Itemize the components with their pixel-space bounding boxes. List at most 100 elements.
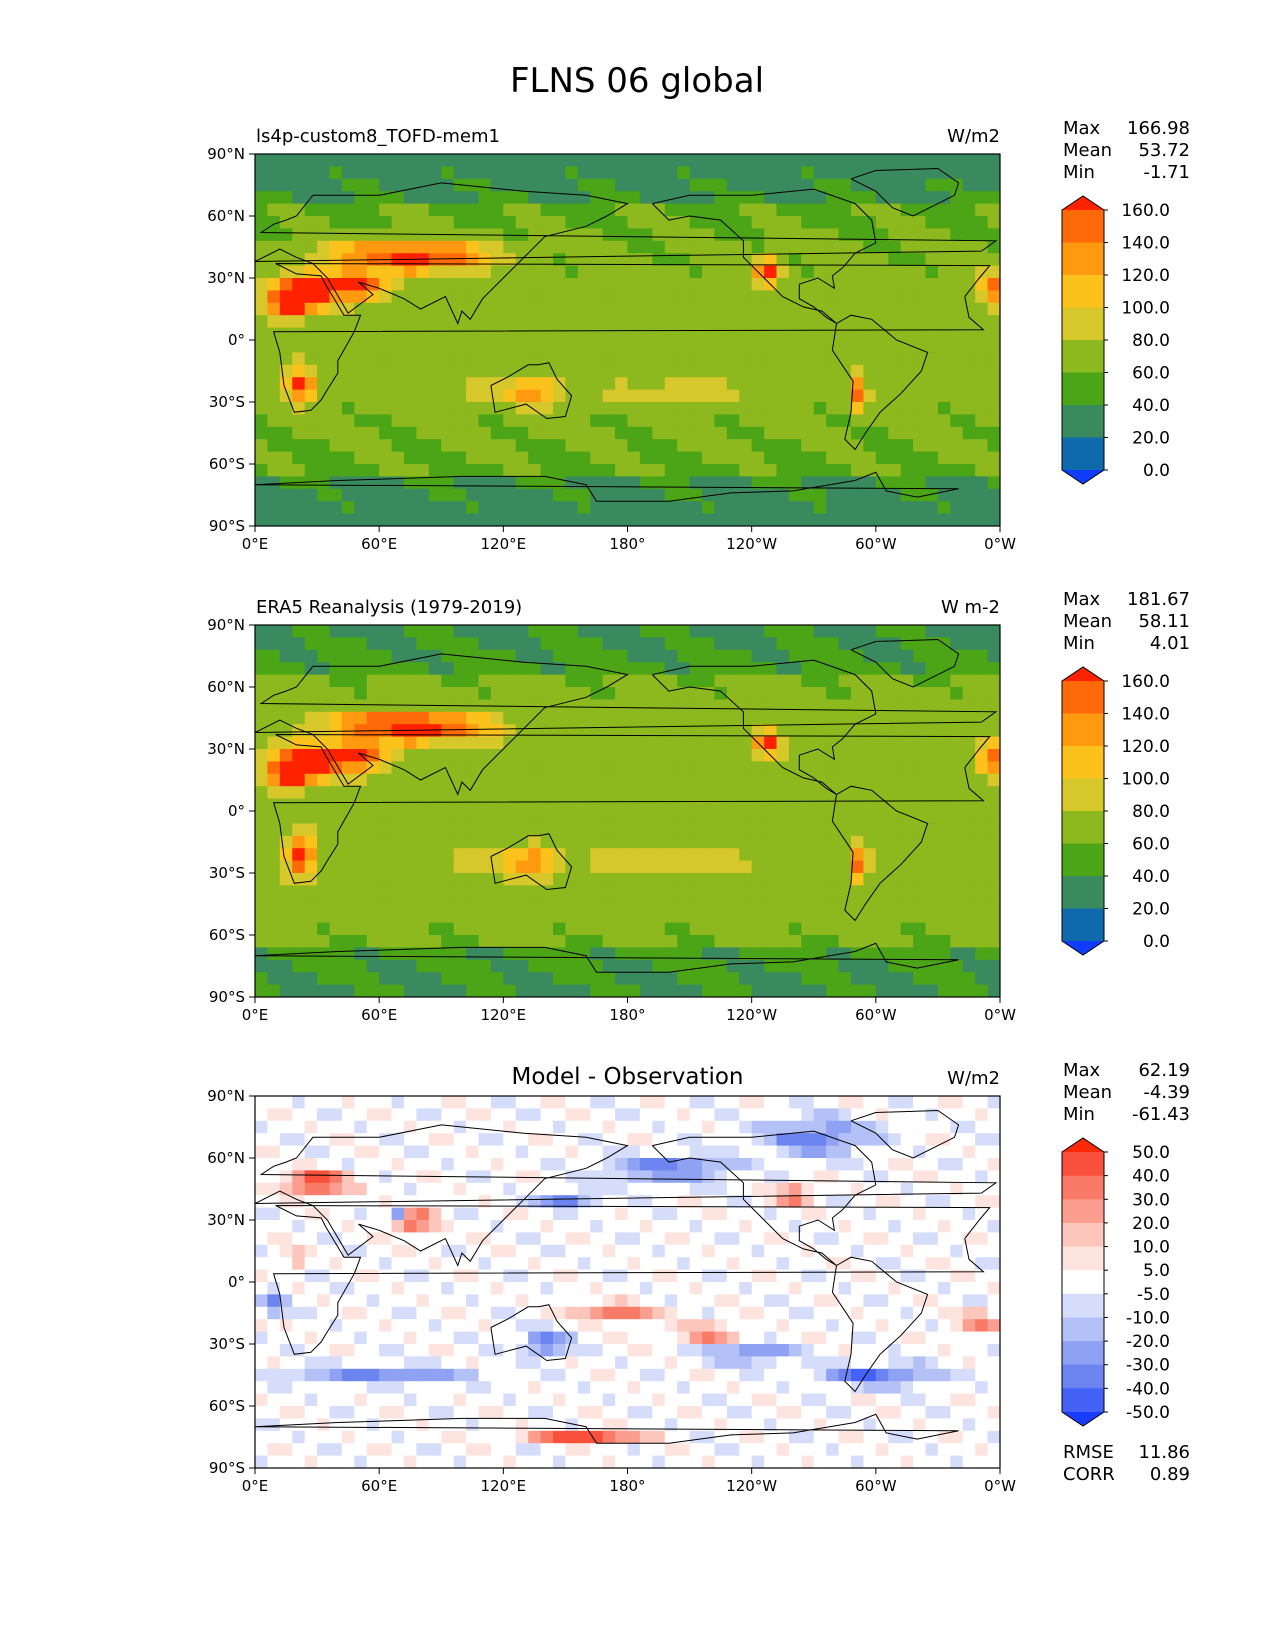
colorbar-label: 80.0 bbox=[1132, 331, 1170, 351]
coastline-australia bbox=[490, 833, 573, 891]
colorbar: 50.0 40.0 30.0 20.0 10.0 5.0 -5.0 -10.0 -20.0 -30… bbox=[1061, 1137, 1170, 1427]
colorbar-label: -50.0 bbox=[1126, 1403, 1170, 1423]
lon-tick-label: 60°E bbox=[361, 535, 397, 553]
units-label: W/m2 bbox=[947, 126, 1000, 147]
coastline-samerica bbox=[831, 785, 929, 922]
lat-tick-label: 30°S bbox=[209, 864, 245, 882]
colorbar-label: 140.0 bbox=[1121, 705, 1170, 725]
stat-value: -61.43 bbox=[1132, 1104, 1190, 1125]
colorbar-segment bbox=[1062, 275, 1104, 308]
colorbar-label: -5.0 bbox=[1137, 1285, 1170, 1305]
colorbar-segment bbox=[1062, 210, 1104, 243]
colorbar-label: 10.0 bbox=[1132, 1238, 1170, 1258]
stat-value: 181.67 bbox=[1127, 589, 1190, 610]
colorbar-extend-bottom bbox=[1062, 470, 1104, 484]
panel-title: ls4p-custom8_TOFD-mem1 bbox=[256, 126, 500, 147]
colorbar-segment bbox=[1062, 340, 1104, 373]
lat-tick-label: 30°N bbox=[207, 269, 245, 287]
colorbar-segment bbox=[1062, 778, 1104, 812]
lat-tick-label: 90°S bbox=[209, 1459, 245, 1477]
coastline-africa bbox=[272, 1205, 991, 1355]
colorbar-segment bbox=[1062, 1246, 1104, 1271]
colorbar-segment bbox=[1062, 1341, 1104, 1366]
units-label: W/m2 bbox=[947, 1068, 1000, 1089]
lon-tick-label: 60°E bbox=[361, 1006, 397, 1024]
lat-tick-label: 60°S bbox=[209, 1397, 245, 1415]
colorbar-segment bbox=[1062, 372, 1104, 406]
coastlines bbox=[255, 638, 998, 973]
colorbar-label: 50.0 bbox=[1132, 1143, 1170, 1163]
colorbar-segment bbox=[1062, 1222, 1104, 1248]
lon-tick-label: 0°E bbox=[242, 1006, 269, 1024]
colorbar-segment bbox=[1062, 1293, 1104, 1318]
stat-value: -1.71 bbox=[1143, 162, 1190, 183]
lat-tick-label: 90°S bbox=[209, 988, 245, 1006]
colorbar-label: 20.0 bbox=[1132, 900, 1170, 920]
figure-title: FLNS 06 global bbox=[510, 61, 764, 101]
colorbar-label: -10.0 bbox=[1126, 1308, 1170, 1328]
colorbar-label: 60.0 bbox=[1132, 835, 1170, 855]
colorbar-segment bbox=[1062, 1270, 1104, 1295]
lon-tick-label: 180° bbox=[609, 1477, 645, 1495]
colorbar-segment bbox=[1062, 1199, 1104, 1224]
colorbar-label: 40.0 bbox=[1132, 396, 1170, 416]
stat-label: Min bbox=[1063, 1104, 1095, 1125]
lat-tick-label: 60°S bbox=[209, 926, 245, 944]
colorbar-label: 80.0 bbox=[1132, 802, 1170, 822]
coastline-australia bbox=[490, 1304, 573, 1362]
colorbar-label: 120.0 bbox=[1121, 737, 1170, 757]
colorbar-label: 40.0 bbox=[1132, 1167, 1170, 1187]
coastline-australia bbox=[490, 362, 573, 420]
colorbar-label: 100.0 bbox=[1121, 770, 1170, 790]
footer-stat-label: RMSE bbox=[1063, 1442, 1114, 1463]
lon-tick-label: 60°W bbox=[855, 1006, 897, 1024]
colorbar-label: 140.0 bbox=[1121, 234, 1170, 254]
colorbar-segment bbox=[1062, 811, 1104, 844]
coastline-namerica bbox=[651, 1130, 877, 1266]
colorbar-label: 30.0 bbox=[1132, 1190, 1170, 1210]
lat-tick-label: 30°S bbox=[209, 1335, 245, 1353]
stat-value: 166.98 bbox=[1127, 118, 1190, 139]
colorbar-segment bbox=[1062, 746, 1104, 779]
colorbar-label: 120.0 bbox=[1121, 266, 1170, 286]
colorbar-extend-bottom bbox=[1062, 941, 1104, 955]
lat-tick-label: 0° bbox=[228, 331, 245, 349]
lat-tick-label: 90°S bbox=[209, 517, 245, 535]
lat-tick-label: 60°N bbox=[207, 678, 245, 696]
colorbar-extend-top bbox=[1062, 196, 1104, 210]
colorbar-label: -40.0 bbox=[1126, 1379, 1170, 1399]
lon-tick-label: 120°E bbox=[481, 1477, 527, 1495]
stat-value: 53.72 bbox=[1138, 140, 1190, 161]
coastline-namerica bbox=[651, 659, 877, 795]
lon-tick-label: 0°W bbox=[984, 535, 1016, 553]
panels: 90°N60°N30°N0°30°S60°S90°S0°E 60°E 120°E 18… bbox=[207, 118, 1190, 1495]
lon-tick-label: 180° bbox=[609, 535, 645, 553]
colorbar-label: 160.0 bbox=[1121, 201, 1170, 221]
stat-label: Max bbox=[1063, 1060, 1101, 1081]
field-contours bbox=[255, 625, 1000, 997]
colorbar-label: 0.0 bbox=[1143, 932, 1170, 952]
colorbar-segment bbox=[1062, 1364, 1104, 1389]
lat-tick-label: 90°N bbox=[207, 1087, 245, 1105]
colorbar-segment bbox=[1062, 1317, 1104, 1342]
colorbar-label: 20.0 bbox=[1132, 429, 1170, 449]
map-panel-3: 90°N 60°N 30°N 0° 30°S 60°S 90°S0°E 60°E 120°E 18… bbox=[207, 1060, 1190, 1495]
lat-tick-label: 90°N bbox=[207, 616, 245, 634]
lon-tick-label: 120°E bbox=[481, 1006, 527, 1024]
lon-tick-label: 60°E bbox=[361, 1477, 397, 1495]
stat-label: Min bbox=[1063, 633, 1095, 654]
lat-tick-label: 90°N bbox=[207, 145, 245, 163]
lon-tick-label: 120°W bbox=[726, 1006, 777, 1024]
coastline-samerica bbox=[831, 314, 929, 451]
lon-tick-label: 0°W bbox=[984, 1477, 1016, 1495]
colorbar: 160.0 140.0 120.0 100.0 80.0 60.0 40.0 20.0 0.0 bbox=[1061, 666, 1170, 956]
lon-tick-label: 0°E bbox=[242, 535, 269, 553]
footer-stat-value: 0.89 bbox=[1150, 1464, 1190, 1485]
map-panel-2: 90°N 60°N 30°N 0° 30°S 60°S 90°S0°E 60°E 120°E 18… bbox=[207, 589, 1190, 1024]
panel-title: Model - Observation bbox=[511, 1064, 743, 1090]
colorbar-segment bbox=[1062, 307, 1104, 341]
stat-label: Mean bbox=[1063, 140, 1112, 161]
colorbar: 160.0 140.0 120.0 100.0 80.0 60.0 40.0 20.0 0.0 bbox=[1061, 195, 1170, 485]
coastline-antarctica bbox=[255, 942, 959, 973]
colorbar-label: 5.0 bbox=[1143, 1261, 1170, 1281]
